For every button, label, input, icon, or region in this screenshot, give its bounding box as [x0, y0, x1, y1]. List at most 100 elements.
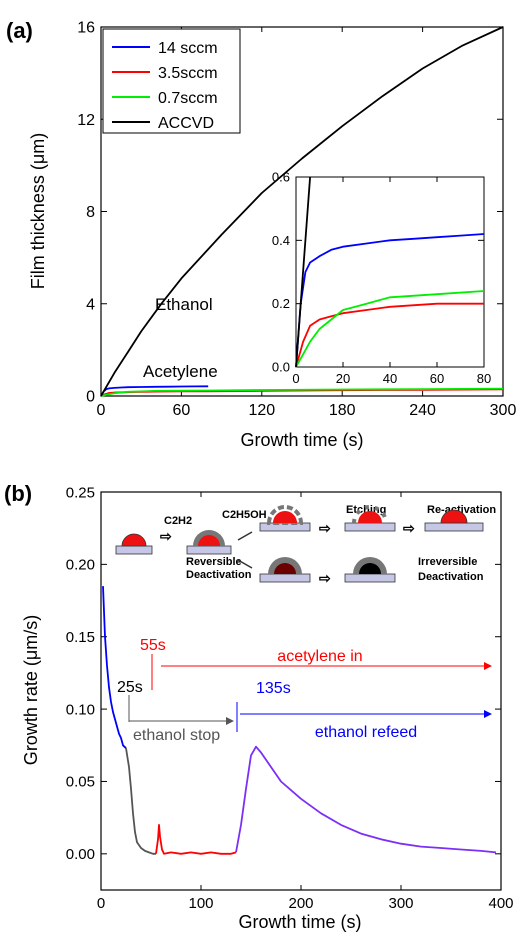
arrow-acetylene-in-head [484, 662, 492, 670]
panel-a-y-axis-label: Film thickness (μm) [28, 133, 48, 289]
panel-b: (b) 0 100 200 300 400 0.000.050.100.150.200.… [4, 481, 514, 932]
label-c2h2: C2H2 [164, 515, 192, 527]
panel-b-series-line-0 [102, 586, 127, 749]
inset-series-line-0-7sccm [295, 290, 485, 368]
arrow-ethanol-refeed-head [484, 710, 492, 718]
panel-a-series-line-14-sccm [100, 385, 209, 397]
panel-a-y-tick-label: 8 [86, 204, 95, 221]
legend-label-3.5sccm: 3.5sccm [158, 65, 218, 82]
particle-reactivated [440, 509, 468, 524]
panel-a-series [100, 26, 504, 397]
arrow-to-irreversible [237, 559, 253, 569]
panel-b-y-tick-label: 0.10 [66, 701, 95, 718]
panel-a-x-tick-label: 180 [329, 402, 356, 419]
inset-y-tick-label: 0.0 [272, 360, 290, 375]
panel-a-x-tick-label: 240 [409, 402, 436, 419]
panel-a-series-line-accvd [100, 26, 504, 397]
etched-shell-2 [352, 505, 388, 524]
annotation-ethanol: Ethanol [155, 295, 213, 314]
annotation-ethanol-refeed: ethanol refeed [315, 724, 417, 741]
panel-a-y-tick-label: 12 [77, 112, 95, 129]
panel-b-x-tick-label: 400 [488, 895, 513, 912]
panel-b-x-axis-label: Growth time (s) [238, 912, 361, 932]
inset-y-tick-label: 0.2 [272, 296, 290, 311]
panel-b-label: (b) [4, 481, 32, 506]
inset-series-line-14-sccm [295, 233, 485, 368]
arrow-ethanol-stop-head [226, 717, 234, 725]
panel-a-x-axis-label: Growth time (s) [240, 430, 363, 450]
inset-series-line-accvd [295, 176, 311, 368]
panel-a-y-tick-label: 4 [86, 296, 95, 313]
inset-x-tick-label: 80 [477, 371, 491, 386]
panel-b-y-tick-label: 0.05 [66, 774, 95, 791]
label-c2h5oh: C2H5OH [222, 509, 267, 521]
label-reversible: Reversible [186, 556, 242, 568]
panel-a-x-tick-label: 0 [97, 402, 106, 419]
inset-y-tick-label: 0.4 [272, 233, 290, 248]
substrate-4 [344, 522, 396, 532]
panel-a-y-tick-label: 16 [77, 20, 95, 37]
particle-etching-1 [273, 511, 297, 523]
inset-y-axis: 0.0 0.2 0.4 0.6 [272, 170, 484, 375]
panel-a-x-tick-label: 300 [490, 402, 517, 419]
label-reactivation: Re-activation [427, 504, 496, 516]
inset-x-tick-label: 20 [336, 371, 350, 386]
inset-x-axis: 0 20 40 60 80 [292, 177, 491, 386]
panel-a-y-tick-label: 0 [86, 389, 95, 406]
etched-shell-1 [266, 505, 304, 525]
arrow-etching: ⇨ [319, 520, 331, 536]
panel-b-series-line-3 [235, 745, 497, 854]
annotation-25s: 25s [117, 679, 143, 696]
substrate-2 [186, 545, 232, 555]
panel-b-y-tick-label: 0.20 [66, 557, 95, 574]
annotation-acetylene: Acetylene [143, 362, 218, 381]
panel-b-y-axis: 0.00 0.05 0.10 0.15 0.20 0.25 [66, 484, 501, 863]
panel-a-legend: 14 sccm 3.5sccm 0.7sccm ACCVD [102, 28, 241, 134]
panel-a-x-axis: 0 60 120 180 240 300 [97, 27, 517, 419]
panel-b-y-tick-label: 0.00 [66, 846, 95, 863]
arrow-to-dead: ⇨ [319, 570, 331, 586]
inset-series [295, 176, 485, 368]
panel-b-series-line-1 [125, 748, 156, 855]
annotation-55s: 55s [140, 637, 166, 654]
panel-b-x-tick-label: 200 [288, 895, 313, 912]
event-markers: 55s acetylene in 25s ethanol stop 135s e… [117, 637, 492, 744]
annotation-ethanol-stop: ethanol stop [133, 727, 220, 744]
label-irreversible: Irreversible [418, 556, 477, 568]
panel-b-y-axis-label: Growth rate (μm/s) [21, 615, 41, 765]
panel-a-x-tick-label: 60 [173, 402, 191, 419]
inset-x-tick-label: 60 [430, 371, 444, 386]
panel-b-series-line-2 [155, 824, 237, 855]
particle-etching-2 [358, 511, 382, 523]
panel-b-x-tick-label: 0 [97, 895, 105, 912]
inset-x-tick-label: 0 [292, 371, 299, 386]
label-reversible-deactivation: Deactivation [186, 569, 252, 581]
substrate-6 [259, 573, 311, 583]
panel-b-x-axis: 0 100 200 300 400 [97, 492, 514, 912]
arrow-reactivation: ⇨ [403, 520, 415, 536]
panel-a-x-tick-label: 120 [248, 402, 275, 419]
legend-label-accvd: ACCVD [158, 115, 214, 132]
legend-label-14sccm: 14 sccm [158, 40, 218, 57]
annotation-acetylene-in: acetylene in [277, 648, 362, 665]
particle-darkening [274, 563, 296, 574]
panel-b-y-tick-label: 0.15 [66, 629, 95, 646]
legend-label-0.7sccm: 0.7sccm [158, 90, 218, 107]
inset-x-tick-label: 40 [383, 371, 397, 386]
particle-fresh [121, 533, 147, 547]
inset-y-tick-label: 0.6 [272, 170, 290, 185]
panel-b-x-tick-label: 300 [388, 895, 413, 912]
annotation-135s: 135s [256, 680, 291, 697]
panel-a-label: (a) [6, 18, 33, 43]
panel-a-inset: 0 20 40 60 80 0.0 0.2 0.4 0.6 [272, 170, 491, 386]
panel-a-series-line-0-7sccm [100, 387, 504, 397]
panel-b-y-tick-label: 0.25 [66, 484, 95, 501]
arrow-to-coated: ⇨ [160, 528, 172, 544]
arrow-to-etching [237, 531, 253, 541]
panel-a-y-axis: 0 4 8 12 16 [77, 20, 503, 406]
panel-b-plot-frame [100, 491, 502, 891]
particle-coated [198, 535, 220, 546]
panel-a: (a) 0 60 120 180 240 300 0 4 8 12 16 Growth time … [6, 18, 516, 450]
substrate-5 [424, 522, 484, 532]
